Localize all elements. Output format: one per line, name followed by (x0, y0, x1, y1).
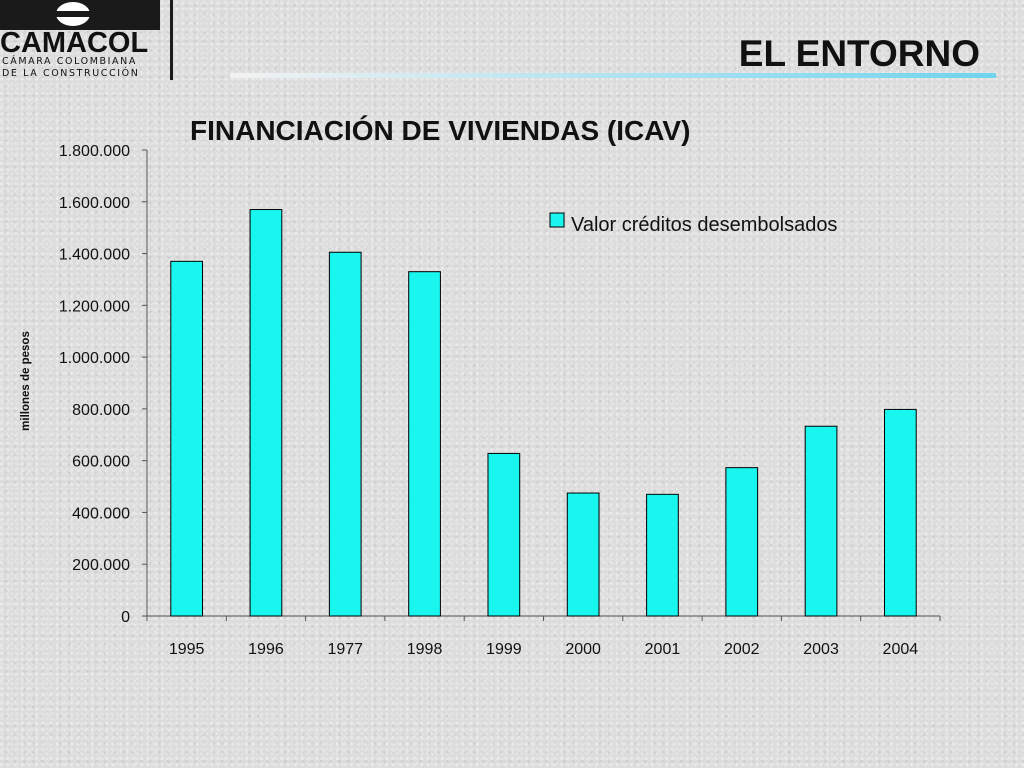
camacol-logo: CAMACOL CÁMARA COLOMBIANA DE LA CONSTRUC… (0, 0, 173, 82)
logo-emblem-svg-icon (56, 2, 90, 26)
logo-emblem-icon (0, 0, 160, 30)
bar-1996 (249, 209, 283, 617)
x-tick-label: 2004 (883, 641, 919, 658)
y-tick-label: 0 (121, 609, 130, 626)
logo-subtitle-line1: CÁMARA COLOMBIANA (2, 56, 137, 67)
y-tick-label: 1.400.000 (59, 247, 130, 264)
y-tick-label: 1.800.000 (59, 143, 130, 160)
y-tick-label: 800.000 (72, 402, 130, 419)
legend-swatch (549, 212, 565, 228)
y-tick-label: 1.200.000 (59, 298, 130, 315)
x-tick-label: 2000 (565, 641, 601, 658)
x-tick-label: 2003 (803, 641, 839, 658)
x-tick-label: 2001 (645, 641, 681, 658)
bar-2001 (646, 493, 679, 617)
x-tick-label: 1996 (248, 641, 284, 658)
bar-2003 (804, 425, 838, 617)
y-axis-label: millones de pesos (20, 331, 32, 431)
title-underline (230, 73, 996, 78)
legend-label: Valor créditos desembolsados (571, 214, 837, 236)
x-tick-label: 1998 (407, 641, 443, 658)
chart-bars (170, 209, 917, 617)
section-title: EL ENTORNO (738, 33, 980, 74)
y-tick-label: 200.000 (72, 557, 130, 574)
x-tick-label: 1995 (169, 641, 205, 658)
logo-divider (170, 0, 173, 80)
y-tick-label: 1.000.000 (59, 350, 130, 367)
x-tick-label: 1999 (486, 641, 522, 658)
bar-1998 (408, 271, 441, 617)
chart-title: FINANCIACIÓN DE VIVIENDAS (ICAV) (190, 115, 691, 146)
bar-2004 (883, 408, 917, 617)
bar-2002 (725, 467, 759, 617)
x-tick-label: 1977 (327, 641, 363, 658)
logo-name: CAMACOL (0, 27, 149, 59)
x-tick-label: 2002 (724, 641, 760, 658)
chart-legend: Valor créditos desembolsados (549, 212, 837, 236)
x-tick-labels: 1995 1996 1977 1998 1999 2000 2001 2002 2003 2004 (169, 641, 918, 658)
y-tick-labels: 0 200.000 400.000 600.000 800.000 1.000.000 1.… (59, 143, 130, 626)
bar-1995 (170, 260, 204, 617)
bar-2000 (566, 492, 600, 617)
y-tick-label: 600.000 (72, 454, 130, 471)
bar-1999 (487, 452, 521, 617)
y-tick-label: 400.000 (72, 505, 130, 522)
y-tick-label: 1.600.000 (59, 195, 130, 212)
bar-1977 (328, 251, 362, 617)
logo-subtitle-line2: DE LA CONSTRUCCIÓN (2, 68, 140, 79)
